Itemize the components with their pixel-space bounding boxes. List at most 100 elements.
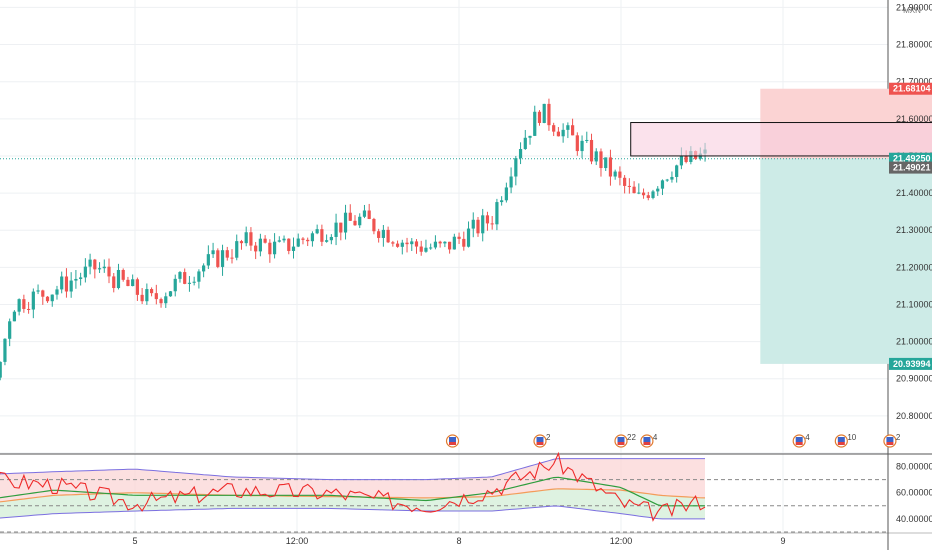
event-count-label: 10 [847,433,856,442]
candle-body [116,269,121,289]
candle-body [604,157,608,169]
candle-body [216,250,220,267]
candle-body [381,229,385,238]
candle-body [433,241,438,248]
economic-events-row[interactable]: 22244102427 [445,433,932,448]
event-marker[interactable]: 2 [533,433,551,448]
candle-body [339,222,343,233]
last-price-tag[interactable]: 21.49021 [889,161,932,174]
candle-body [306,239,310,242]
candle-body [173,278,177,292]
resistance-zone-box[interactable] [630,122,932,157]
candle-body [249,232,253,246]
price-tick-label: 21.80000 [896,40,932,50]
candle-body [235,241,239,258]
candle-body [589,139,594,162]
candle-body [102,266,106,269]
candle-body [618,171,622,178]
candle-body [452,236,456,250]
band-fill-upper [0,458,705,502]
flag-icon [795,437,803,442]
candle-body [230,257,234,259]
event-count-label: 2 [546,433,551,442]
candle-body [159,299,163,304]
flag-icon [449,437,457,442]
candle-body [140,294,144,302]
candle-body [202,265,206,272]
candle-body [263,238,267,243]
candle-body [282,238,286,241]
event-marker[interactable]: 10 [834,433,857,448]
flag-icon [795,442,803,445]
price-tick-label: 20.80000 [896,411,932,421]
candle-body [310,233,315,242]
candle-body [485,215,490,224]
candle-body [561,129,565,137]
candle-body [575,135,579,152]
candle-body [537,111,542,123]
event-marker[interactable]: 4 [792,433,810,448]
time-tick-label: 9 [780,536,785,546]
price-tick-label: 21.90000 [896,2,932,12]
candle-body [22,299,26,309]
candle-body [131,279,135,287]
event-marker[interactable]: 22 [614,433,636,448]
candle-body [26,308,31,310]
event-marker[interactable]: 4 [640,433,658,448]
candle-body [183,272,187,284]
candle-body [675,165,679,177]
candle-body [386,229,390,243]
candle-body [438,241,442,244]
price-tick-label: 21.00000 [896,337,932,347]
candle-body [287,238,291,251]
candle-body [679,156,683,166]
candle-body [372,218,376,232]
take-profit-zone [760,158,932,364]
candle-body [414,241,419,247]
candle-body [405,242,409,245]
candle-body [462,238,466,247]
candle-body [500,200,504,203]
candle-body [197,271,201,282]
target-price-tag[interactable]: 20.93994 [889,357,932,370]
candle-body [45,296,50,302]
candle-series [0,98,707,381]
candle-body [646,195,650,198]
candle-body [272,241,277,255]
candle-body [518,149,523,159]
event-marker[interactable]: 2 [883,433,901,448]
candle-body [542,103,546,123]
candle-body [0,361,2,378]
candle-body [8,321,12,339]
event-marker[interactable] [445,434,460,448]
candle-body [343,212,348,233]
candle-body [192,281,196,283]
candle-body [608,157,613,177]
candle-body [613,171,617,177]
candle-body [3,338,7,362]
candle-body [641,192,646,196]
candle-body [60,276,64,290]
price-tick-label: 21.20000 [896,262,932,272]
candle-body [466,228,471,247]
candle-body [164,296,168,304]
candle-body [126,279,130,287]
flag-icon [643,437,651,442]
stop-price-tag[interactable]: 21.68104 [889,82,932,95]
candle-body [315,229,319,234]
price-tick-label: 21.60000 [896,114,932,124]
candle-body [145,289,149,302]
flag-icon [536,442,544,445]
time-tick-label: 12:00 [286,536,309,546]
price-tick-label: 21.30000 [896,225,932,235]
candle-body [556,131,561,137]
price-tick-label: 21.10000 [896,299,932,309]
price-axis[interactable]: MXN 21.9000021.8000021.7000021.6000021.5… [889,2,932,524]
candle-body [585,139,589,141]
candle-body [362,210,367,217]
candle-body [377,231,381,238]
candle-body [599,151,603,169]
rsi-tick-label: 80.00000 [896,461,932,471]
